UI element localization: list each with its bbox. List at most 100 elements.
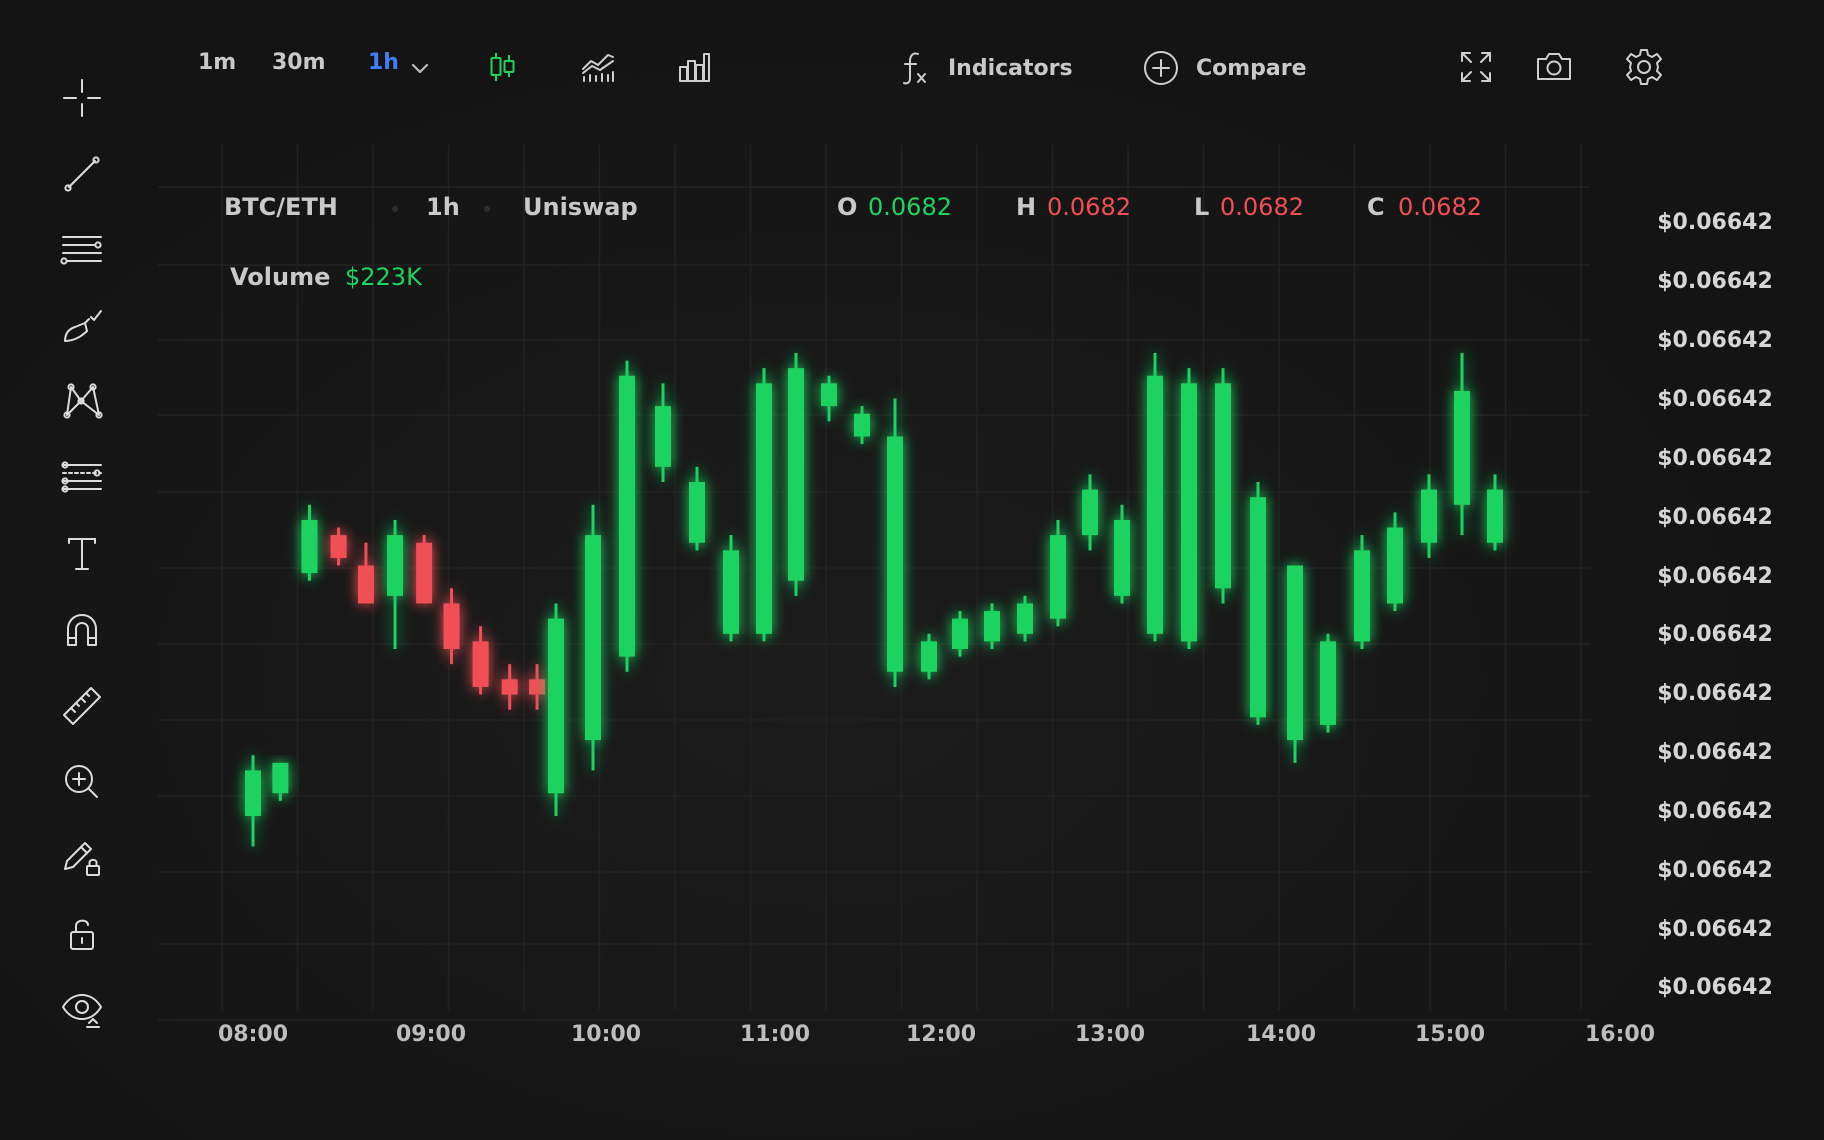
candle-body	[619, 375, 635, 657]
indicators-button[interactable]: Indicators	[896, 48, 1073, 88]
candle-body	[1250, 497, 1266, 718]
candle-body	[1147, 375, 1163, 634]
volume-label: Volume	[230, 263, 331, 291]
price-tick-label: $0.06642	[1657, 210, 1773, 235]
candlestick-icon[interactable]	[480, 45, 524, 89]
candle-up	[952, 611, 968, 657]
candle-body	[921, 641, 937, 672]
price-tick-label: $0.06642	[1657, 858, 1773, 883]
candle-body	[443, 603, 460, 649]
magnet-icon	[67, 614, 97, 646]
candle-body	[1215, 383, 1231, 589]
price-tick-label: $0.06642	[1657, 328, 1773, 353]
pattern-tool[interactable]	[52, 374, 112, 430]
candle-up	[1114, 504, 1130, 604]
time-tick-label: 16:00	[1584, 1022, 1656, 1047]
time-tick-label: 13:00	[1074, 1022, 1146, 1047]
gear-icon[interactable]	[1622, 45, 1666, 89]
unlock-icon	[70, 919, 94, 950]
unlock-tool[interactable]	[52, 906, 112, 962]
candle-body	[1181, 383, 1197, 642]
drawing-toolbar	[52, 64, 112, 1044]
fib-levels-icon	[61, 461, 102, 493]
candle-body	[272, 762, 289, 794]
candle-up	[723, 535, 739, 642]
text-tool[interactable]	[52, 526, 112, 582]
brush-tool[interactable]	[52, 298, 112, 354]
bar-chart-icon[interactable]	[672, 45, 716, 89]
high-value: 0.0682	[1047, 193, 1131, 221]
timeframe-1h[interactable]: 1h	[368, 50, 399, 75]
candles-layer	[245, 352, 1503, 847]
pattern-icon	[63, 383, 103, 419]
candle-body	[887, 436, 903, 672]
candle-body	[1287, 565, 1303, 741]
crosshair-tool[interactable]	[52, 70, 112, 126]
price-tick-label: $0.06642	[1657, 269, 1773, 294]
interval-label: 1h	[426, 193, 460, 221]
candle-body	[723, 550, 739, 634]
price-tick-label: $0.06642	[1657, 799, 1773, 824]
candle-up	[788, 352, 804, 596]
candle-up	[1487, 474, 1503, 551]
time-tick-label: 09:00	[395, 1022, 467, 1047]
separator-dot	[484, 206, 490, 212]
area-chart-icon[interactable]	[576, 45, 620, 89]
candle-up	[1250, 482, 1266, 725]
camera-icon[interactable]	[1532, 45, 1576, 89]
price-tick-label: $0.06642	[1657, 564, 1773, 589]
candle-down	[357, 542, 374, 604]
chevron-down-icon[interactable]	[398, 46, 442, 90]
candle-up	[272, 762, 289, 801]
candle-up	[821, 375, 837, 422]
pair-label[interactable]: BTC/ETH	[224, 193, 338, 221]
candle-up	[1050, 519, 1066, 627]
candle-up	[1320, 633, 1336, 733]
candle-down	[443, 588, 460, 665]
candle-body	[1320, 641, 1336, 725]
low-label: L	[1194, 193, 1210, 221]
candle-body	[1421, 489, 1437, 543]
candle-up	[854, 406, 870, 445]
timeframe-30m[interactable]: 30m	[272, 50, 326, 75]
candle-up	[585, 504, 601, 771]
magnet-tool[interactable]	[52, 602, 112, 658]
candle-body	[1454, 390, 1470, 505]
candle-up	[1181, 368, 1197, 649]
visibility-tool[interactable]	[52, 982, 112, 1038]
trend-line-icon	[64, 156, 100, 192]
candle-up	[1387, 512, 1403, 612]
price-tick-label: $0.06642	[1657, 975, 1773, 1000]
candle-down	[330, 527, 347, 566]
candle-body	[952, 618, 968, 649]
candle-up	[245, 755, 261, 847]
candle-down	[416, 535, 433, 604]
exchange-label: Uniswap	[523, 193, 638, 221]
time-tick-label: 12:00	[905, 1022, 977, 1047]
candle-up	[1082, 474, 1098, 551]
candle-body	[585, 535, 601, 741]
zoom-in-tool[interactable]	[52, 754, 112, 810]
candle-body	[330, 535, 347, 558]
price-tick-label: $0.06642	[1657, 622, 1773, 647]
candle-body	[1082, 489, 1098, 536]
fullscreen-icon[interactable]	[1454, 45, 1498, 89]
fib-levels-tool[interactable]	[52, 450, 112, 506]
price-tick-label: $0.06642	[1657, 505, 1773, 530]
horizontal-lines-tool[interactable]	[52, 222, 112, 278]
candle-body	[357, 565, 374, 604]
top-toolbar: 1m 30m 1h	[0, 40, 1824, 96]
trend-line-tool[interactable]	[52, 146, 112, 202]
time-tick-label: 15:00	[1414, 1022, 1486, 1047]
function-icon	[903, 52, 926, 85]
close-label: C	[1367, 193, 1385, 221]
compare-button[interactable]: Compare	[1142, 48, 1307, 88]
timeframe-1m[interactable]: 1m	[198, 50, 237, 75]
compare-label: Compare	[1196, 55, 1307, 81]
lock-drawings-tool[interactable]	[52, 830, 112, 886]
low-value: 0.0682	[1220, 193, 1304, 221]
candle-body	[416, 542, 433, 604]
ruler-tool[interactable]	[52, 678, 112, 734]
candle-up	[619, 360, 635, 672]
